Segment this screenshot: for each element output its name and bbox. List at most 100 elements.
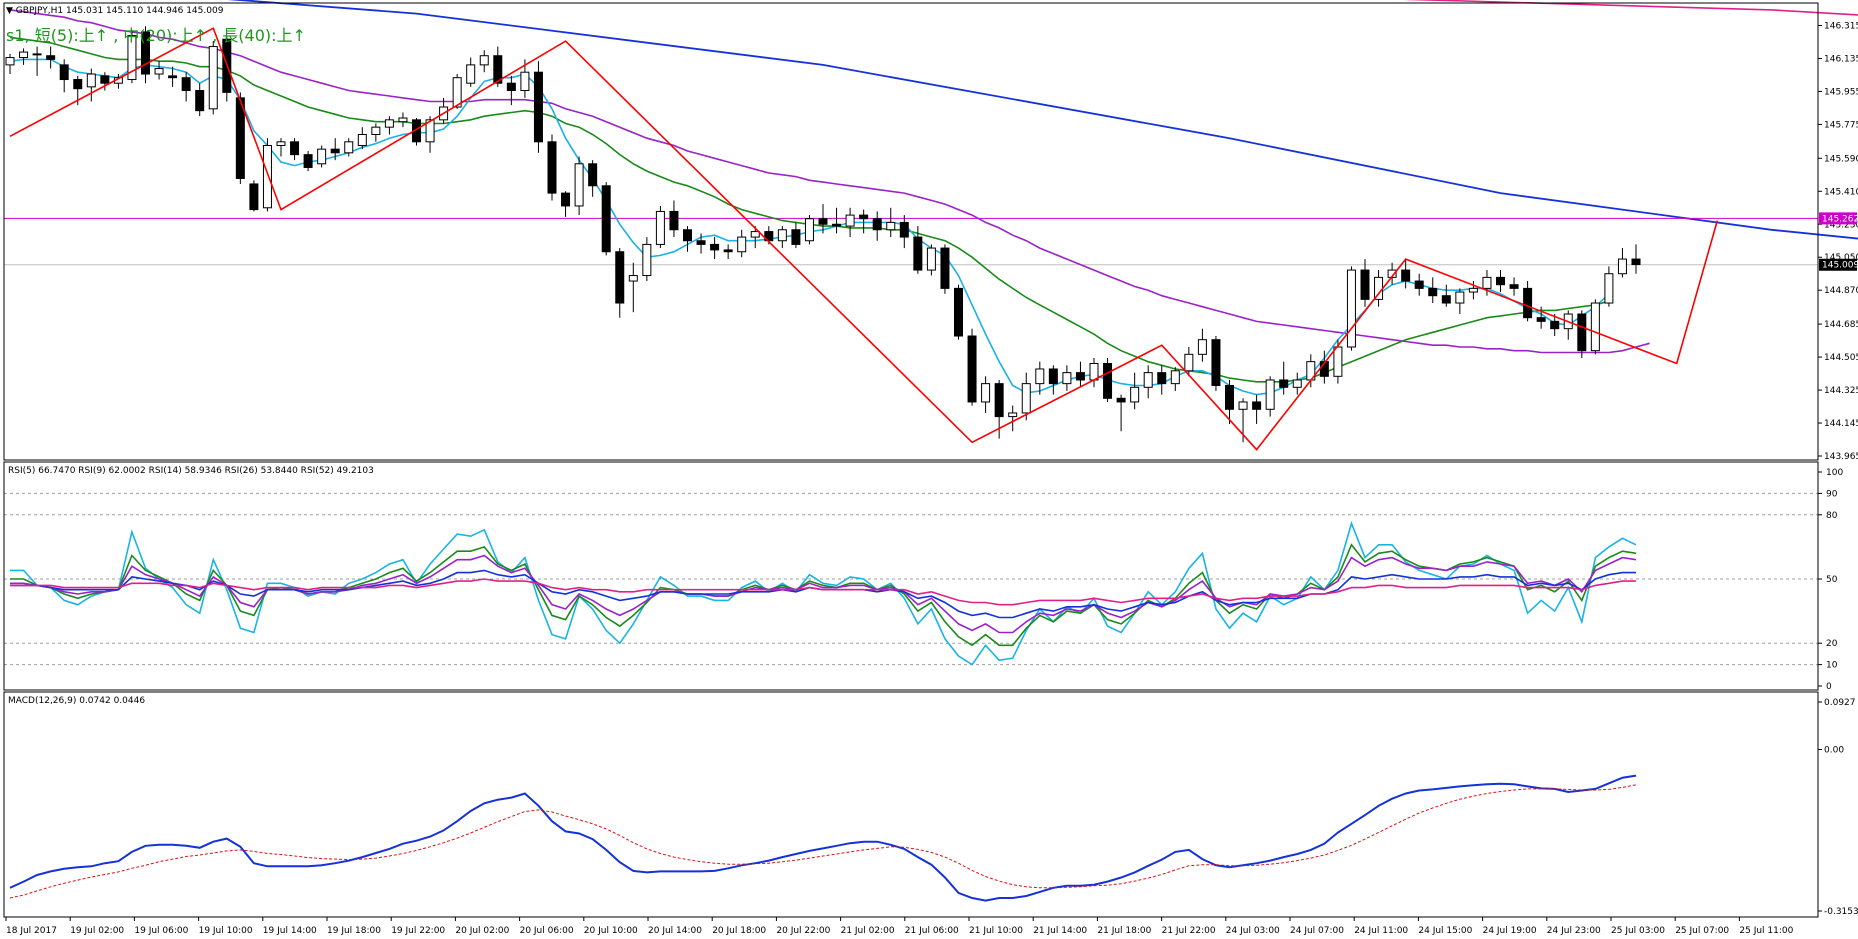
time-axis-label: 21 Jul 14:00 xyxy=(1033,926,1087,936)
candle-body-bear xyxy=(195,90,205,112)
candle-body-bear xyxy=(73,79,83,90)
candle-body-bull xyxy=(1604,273,1614,304)
candle xyxy=(750,226,760,249)
candle xyxy=(181,72,191,102)
candle xyxy=(1414,273,1424,296)
candle-body-bear xyxy=(1441,295,1451,304)
time-axis-label: 20 Jul 10:00 xyxy=(584,926,638,936)
candle xyxy=(1536,306,1546,329)
candle-body-bull xyxy=(317,148,327,165)
candle-body-bull xyxy=(804,218,814,242)
candle-body-bear xyxy=(1103,362,1113,399)
rsi-legend: RSI(5) 66.7470 RSI(9) 62.0002 RSI(14) 58… xyxy=(8,466,374,476)
rsi-axis-label: 0 xyxy=(1826,682,1832,692)
candle xyxy=(737,229,747,258)
time-axis-label: 20 Jul 18:00 xyxy=(712,926,766,936)
candle-body-bear xyxy=(290,141,300,156)
candle-body-bear xyxy=(59,64,69,81)
candle-body-bull xyxy=(208,46,218,110)
candle xyxy=(1563,310,1573,340)
candle-body-bear xyxy=(1225,384,1234,410)
candle-body-bull xyxy=(262,144,272,209)
candle-body-bear xyxy=(669,210,679,231)
candle xyxy=(845,207,855,238)
candle xyxy=(1130,372,1140,410)
candle xyxy=(886,207,896,238)
candle-body-bear xyxy=(46,55,56,60)
time-axis-label: 20 Jul 02:00 xyxy=(455,926,509,936)
collapse-triangle-icon[interactable]: ▼ xyxy=(6,6,13,16)
zigzag-line xyxy=(9,27,1719,451)
rsi-line xyxy=(10,554,1637,634)
candle-body-bull xyxy=(886,221,896,231)
candle-body-bull xyxy=(1089,362,1099,381)
candle xyxy=(1468,281,1478,300)
candle xyxy=(818,204,828,234)
price-axis-label: 144.325 xyxy=(1824,386,1858,396)
candle-body-bear xyxy=(940,247,950,289)
candle-body-bull xyxy=(1468,287,1478,293)
candle xyxy=(303,150,313,172)
candle xyxy=(59,59,69,93)
candle-body-bull xyxy=(750,231,760,238)
candle xyxy=(208,41,218,115)
candle-body-bull xyxy=(1346,269,1356,348)
time-axis-label: 19 Jul 14:00 xyxy=(263,926,317,936)
candle xyxy=(1184,346,1194,377)
candle-body-bull xyxy=(1021,383,1031,414)
candle-body-bull xyxy=(452,77,462,108)
candle-body-bear xyxy=(547,141,557,194)
time-axis-label: 19 Jul 02:00 xyxy=(70,926,124,936)
candle xyxy=(479,50,489,73)
time-axis: 18 Jul 2017 19 Jul 02:00 19 Jul 06:00 19 Ju… xyxy=(5,917,1794,936)
candle xyxy=(466,57,476,87)
candle-body-bull xyxy=(357,133,367,146)
price-axis-label: 143.965 xyxy=(1824,452,1858,462)
candle-body-bull xyxy=(1482,276,1492,289)
candle-body-bear xyxy=(1536,317,1546,322)
candle xyxy=(1089,357,1099,388)
candle-body-bull xyxy=(1170,370,1180,385)
candle xyxy=(357,127,367,150)
candle xyxy=(1075,361,1085,388)
candle xyxy=(1279,361,1289,395)
time-axis-label: 19 Jul 18:00 xyxy=(327,926,381,936)
price-axis-label: 144.685 xyxy=(1824,320,1858,330)
candle xyxy=(1306,354,1316,388)
ma-purple-line xyxy=(9,9,1650,354)
candle xyxy=(46,46,56,69)
candle-body-bull xyxy=(127,35,137,81)
candle-body-bear xyxy=(235,97,245,179)
candle xyxy=(1604,266,1614,307)
hline-price-label: 145.262 xyxy=(1822,214,1858,224)
candle xyxy=(154,61,164,80)
candle xyxy=(1265,376,1275,417)
candle-body-bear xyxy=(791,229,801,245)
price-panel[interactable]: 146.315 146.135 145.955 145.775 145.590 145.4… xyxy=(4,0,1858,462)
candle-body-bear xyxy=(303,154,313,168)
price-axis-label: 145.410 xyxy=(1824,187,1858,197)
time-axis-label: 24 Jul 19:00 xyxy=(1483,926,1537,936)
candle-body-bear xyxy=(330,148,340,154)
candle-body-bear xyxy=(710,243,720,251)
candle xyxy=(168,66,178,87)
candle xyxy=(1021,372,1031,421)
candle xyxy=(1482,270,1492,296)
candle xyxy=(1577,310,1587,358)
candle-body-bear xyxy=(1496,276,1505,286)
candle xyxy=(127,30,137,84)
price-axis-label: 144.145 xyxy=(1824,419,1858,429)
candle-body-bull xyxy=(642,243,652,277)
time-axis-label: 21 Jul 18:00 xyxy=(1097,926,1151,936)
candle xyxy=(547,134,557,201)
candle-body-bear xyxy=(588,163,598,187)
candle xyxy=(899,215,909,249)
candle-body-bear xyxy=(1414,280,1424,289)
candle-body-bear xyxy=(818,218,828,225)
candle xyxy=(913,226,923,274)
candle-body-bear xyxy=(1523,287,1533,319)
candle xyxy=(967,328,977,406)
macd-panel[interactable]: 0.0927 0.00 -0.3153 xyxy=(9,698,1858,917)
